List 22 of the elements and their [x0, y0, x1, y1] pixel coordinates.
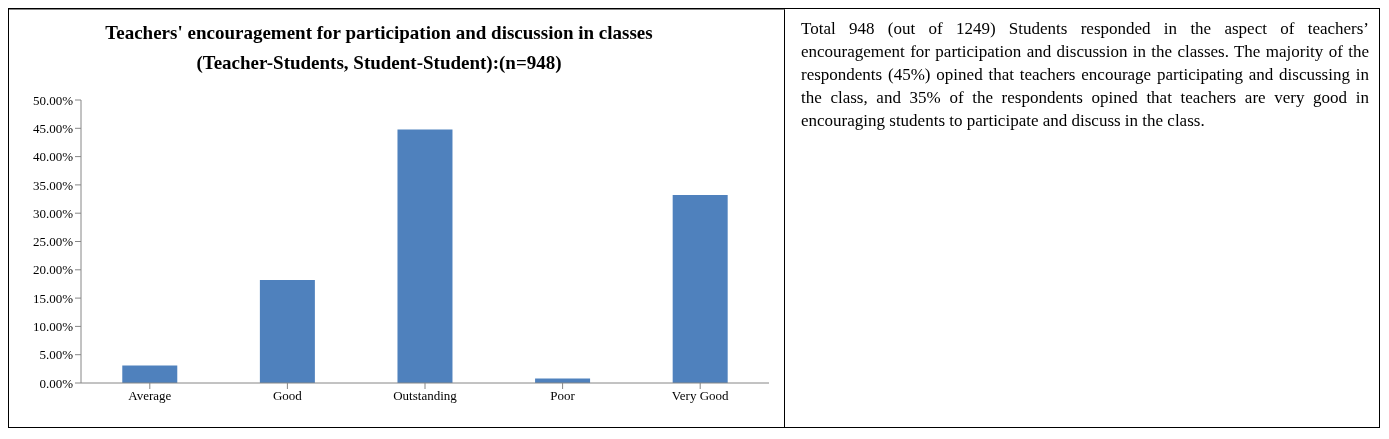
- x-tick-label: Outstanding: [393, 388, 458, 404]
- text: Total 948 (out of 1249) Students responded in the aspect of teachers’ encouragement for participation and discussion in the classes. The majority of the respondents (45%) opined that teachers encourage participating and discussing in the class, and 35% of the respondents opined that teachers are very good in encouraging students to participate and discuss in the class.: [801, 18, 1369, 132]
- y-tick-label: 30.00%: [32, 205, 74, 221]
- y-tick-label: 5.00%: [39, 347, 74, 363]
- y-tick-label: 10.00%: [32, 319, 74, 335]
- y-tick-label: 25.00%: [32, 234, 74, 250]
- bar: [397, 129, 453, 383]
- x-tick-label: Good: [272, 388, 303, 404]
- y-tick-label: 45.00%: [32, 120, 74, 136]
- bar: [122, 365, 178, 383]
- y-tick-label: 35.00%: [32, 177, 74, 193]
- y-tick-label: 0.00%: [39, 375, 74, 391]
- y-tick-label: 15.00%: [32, 290, 74, 306]
- y-tick-label: 40.00%: [32, 149, 74, 165]
- y-tick-label: 50.00%: [32, 92, 74, 108]
- bar: [672, 195, 728, 383]
- x-tick-label: Average: [128, 388, 172, 404]
- bar: [259, 279, 315, 383]
- chart-title: Teachers' encouragement for participation and discussion in classes (Teacher-Students, Student-Student):(n=948): [104, 21, 654, 75]
- x-tick-label: Very Good: [671, 388, 730, 404]
- x-tick-label: Poor: [550, 388, 576, 404]
- y-tick-label: 20.00%: [32, 262, 74, 278]
